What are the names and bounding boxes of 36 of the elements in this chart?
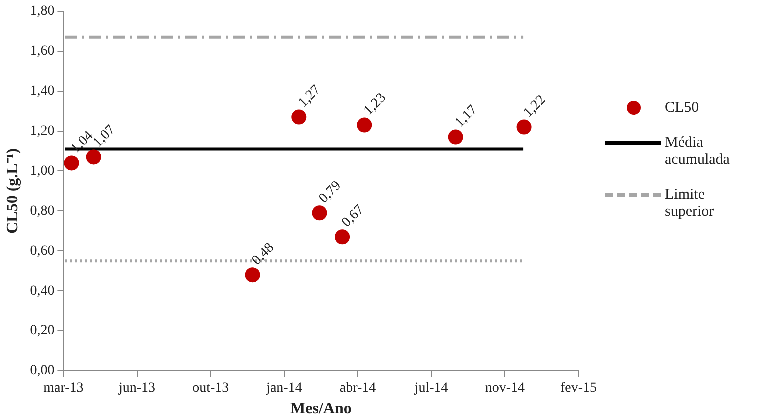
data-label: 0,48 xyxy=(250,240,278,269)
x-tick-label: out-13 xyxy=(192,381,230,396)
y-tick-label: 0,80 xyxy=(30,204,55,219)
point xyxy=(312,206,328,221)
legend-label: Média acumulada xyxy=(665,135,731,169)
data-label: 1,23 xyxy=(361,90,390,119)
point xyxy=(335,230,350,245)
point xyxy=(292,110,307,125)
point xyxy=(357,118,372,133)
x-tick-label: mar-13 xyxy=(44,381,84,396)
legend-label: CL50 xyxy=(665,100,700,117)
x-tick-label: nov-14 xyxy=(485,381,525,396)
x-tick-label: fev-15 xyxy=(560,381,598,396)
y-tick-label: 1,20 xyxy=(30,124,55,139)
point xyxy=(516,120,532,135)
x-axis-title: Mes/Ano xyxy=(290,400,352,418)
y-tick-label: 0,40 xyxy=(30,284,55,299)
point xyxy=(448,130,464,145)
x-tick-label: abr-14 xyxy=(340,381,376,396)
y-tick-label: 1,80 xyxy=(30,4,55,20)
x-tick-label: jul-14 xyxy=(414,381,448,396)
y-tick-label: 1,60 xyxy=(30,44,55,60)
x-tick-label: jun-13 xyxy=(118,381,156,396)
y-tick-label: 0,20 xyxy=(30,324,55,339)
x-tick-label: jan-14 xyxy=(266,381,302,396)
y-axis-title: CL50 (g.L⁻¹) xyxy=(4,148,22,234)
y-tick-label: 0,00 xyxy=(30,364,55,379)
y-tick-label: 1,00 xyxy=(30,164,55,179)
data-label: 1,22 xyxy=(521,92,550,121)
legend-label: Limite superior xyxy=(665,187,716,221)
point xyxy=(64,156,80,171)
data-label: 1,17 xyxy=(452,102,481,131)
y-tick-label: 1,40 xyxy=(30,84,55,99)
y-tick-label: 0,60 xyxy=(30,244,55,259)
data-label: 1,27 xyxy=(296,82,324,111)
point xyxy=(245,268,260,283)
